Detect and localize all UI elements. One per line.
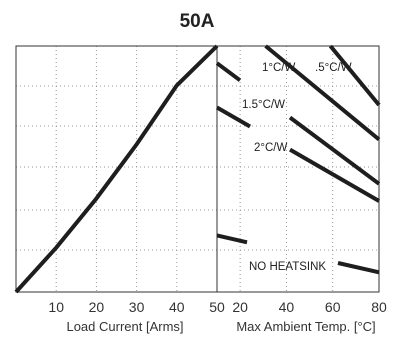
curve-2-c-w (288, 147, 381, 203)
grid (16, 46, 379, 292)
left-x-tick-label: 40 (169, 299, 185, 315)
curve-label-2-c-w: 2°C/W (254, 142, 287, 154)
right-x-tick-label: 80 (371, 299, 387, 315)
left-x-axis-label: Load Current [Arms] (66, 319, 183, 334)
curves: 1°C/W .5°C/W 1.5°C/W 2°C/W NO HEATSINK (14, 44, 381, 294)
curve-no-heatsink (216, 233, 248, 245)
right-x-tick-label: 20 (232, 299, 248, 315)
curve-5-c-w (328, 44, 381, 107)
curve-1-c-w (264, 44, 381, 142)
curve-1-5-c-w (288, 115, 381, 186)
plot-frame (15, 45, 380, 293)
curve-1-5-c-w (215, 61, 242, 82)
chart-title: 50A (180, 11, 215, 32)
left-x-tick-label: 20 (89, 299, 105, 315)
tick-labels: 10 20 30 40 50 20 40 60 80 (48, 299, 387, 315)
curve-label-5-c-w: .5°C/W (315, 62, 352, 74)
right-x-axis-label: Max Ambient Temp. [°C] (236, 319, 375, 334)
curve-no-heatsink (337, 261, 380, 275)
curve-label-1-c-w: 1°C/W (262, 62, 295, 74)
curve-label-1-5-c-w: 1.5°C/W (242, 99, 285, 111)
curve-label-no-heatsink: NO HEATSINK (249, 261, 326, 273)
left-x-tick-label: 50 (209, 299, 225, 315)
load-current-curve (14, 44, 219, 294)
left-x-tick-label: 10 (48, 299, 64, 315)
curve-2-c-w (216, 105, 251, 129)
right-x-tick-label: 60 (325, 299, 341, 315)
left-x-tick-label: 30 (129, 299, 145, 315)
right-x-tick-label: 40 (279, 299, 295, 315)
